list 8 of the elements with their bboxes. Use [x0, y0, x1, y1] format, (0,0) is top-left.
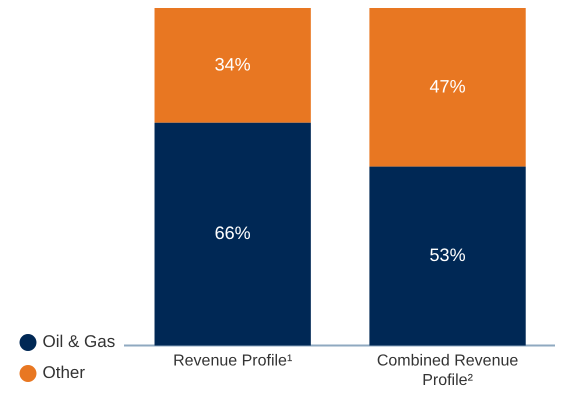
data-label: 47% [430, 76, 466, 96]
x-tick-label: Combined Revenue Profile² [376, 352, 518, 389]
legend-label: Other [42, 363, 86, 382]
data-label: 53% [430, 245, 466, 266]
x-tick-label: Revenue Profile¹ [173, 352, 292, 370]
data-label: 66% [214, 223, 251, 244]
data-label: 34% [214, 54, 251, 74]
legend-label: Oil & Gas [42, 332, 116, 352]
